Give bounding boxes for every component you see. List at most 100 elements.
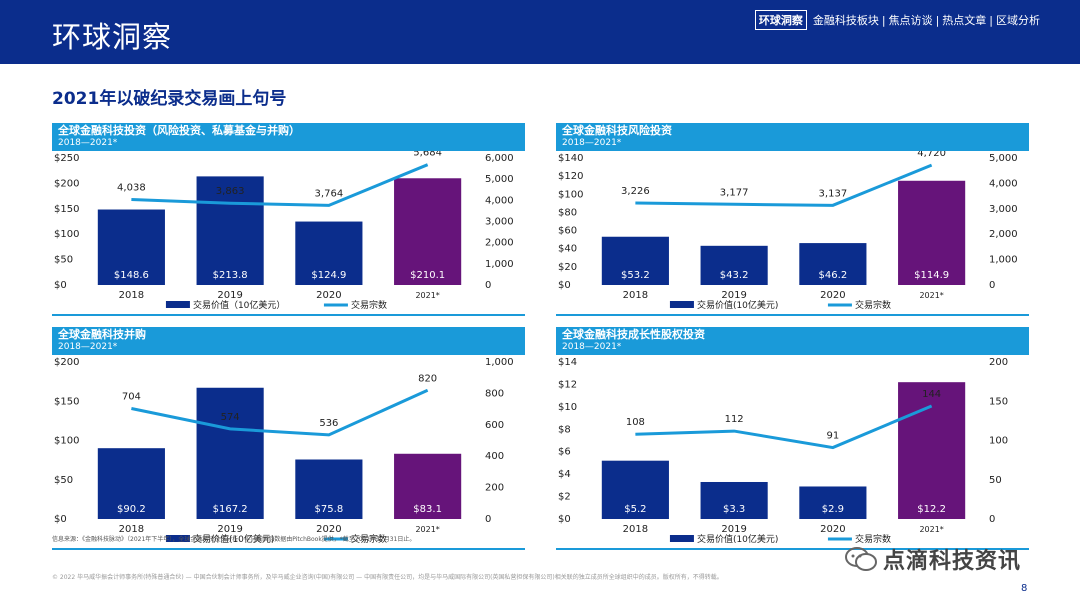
x-tick-label: 2019 [721, 290, 746, 301]
x-tick-label: 2020 [316, 290, 341, 301]
y-left-tick-label: $250 [54, 153, 79, 164]
bar [97, 448, 165, 519]
x-tick-label: 2018 [623, 524, 648, 535]
y-right-tick-label: 100 [989, 436, 1008, 447]
bar-value-label: $90.2 [117, 504, 146, 515]
line-value-label: 91 [827, 431, 840, 442]
nav-item-active[interactable]: 环球洞察 [754, 10, 807, 30]
y-right-tick-label: 150 [989, 396, 1008, 407]
bar [196, 176, 264, 285]
bar [295, 221, 363, 285]
y-left-tick-label: $100 [54, 436, 79, 447]
bar [700, 481, 768, 519]
nav-item-regions[interactable]: 区域分析 [996, 14, 1040, 27]
bar [898, 382, 966, 519]
bar-value-label: $210.1 [410, 270, 445, 281]
y-left-tick-label: $10 [558, 402, 577, 413]
line-value-label: 5,684 [413, 151, 442, 159]
bar-value-label: $53.2 [621, 270, 650, 281]
x-tick-label: 2018 [119, 524, 144, 535]
bar-value-label: $43.2 [720, 270, 749, 281]
legend-line-label: 交易宗数 [855, 299, 891, 311]
nav-item-fintech[interactable]: 金融科技板块 [812, 14, 879, 27]
legend-bar-label: 交易价值(10亿美元) [697, 299, 778, 311]
series-line [635, 404, 933, 450]
y-right-tick-label: 200 [485, 483, 504, 494]
y-left-tick-label: $140 [558, 153, 583, 164]
bar [700, 245, 768, 285]
section-subtitle: 2021年以破纪录交易画上句号 [52, 89, 287, 109]
bar [394, 453, 462, 519]
x-tick-label: 2021* [919, 525, 943, 534]
bar-value-label: $124.9 [311, 270, 346, 281]
bar [601, 460, 669, 519]
chart-range: 2018—2021* [562, 342, 622, 352]
x-tick-label: 2019 [217, 290, 242, 301]
y-left-tick-label: $200 [54, 178, 79, 189]
chart-header: 全球金融科技并购 2018—2021* [52, 327, 525, 355]
chart-title: 全球金融科技成长性股权投资 [562, 328, 705, 341]
x-tick-label: 2021* [415, 525, 439, 534]
legend-bar-label: 交易价值(10亿美元) [193, 533, 274, 545]
y-right-tick-label: 5,000 [485, 174, 514, 185]
bar-value-label: $83.1 [413, 504, 442, 515]
y-right-tick-label: 600 [485, 420, 504, 431]
y-right-tick-label: 1,000 [989, 255, 1018, 266]
line-value-label: 3,863 [216, 186, 245, 197]
y-left-tick-label: $8 [558, 424, 571, 435]
nav-separator: | [881, 13, 886, 27]
legend-bar-swatch [165, 301, 190, 308]
page-title: 环球洞察 [52, 20, 173, 54]
y-right-tick-label: 400 [485, 451, 504, 462]
bar [295, 459, 363, 519]
legend-bar-label: 交易价值(10亿美元) [697, 533, 778, 545]
line-value-label: 4,720 [917, 151, 946, 159]
chart-m-and-a: $0 $50 $100 $150 $200 0 200 400 600 800 1,000 $90.2… [54, 357, 514, 545]
chart-title: 全球金融科技风险投资 [562, 124, 672, 137]
y-left-tick-label: $200 [54, 357, 79, 368]
bar-value-label: $213.8 [213, 270, 248, 281]
legend-bar-swatch [669, 535, 694, 542]
y-right-tick-label: 200 [989, 357, 1008, 368]
line-value-label: 3,177 [720, 187, 749, 198]
legend-line-label: 交易宗数 [351, 533, 387, 545]
x-tick-label: 2018 [623, 290, 648, 301]
bar-value-label: $12.2 [917, 504, 946, 515]
y-left-tick-label: $80 [558, 207, 577, 218]
y-left-tick-label: $150 [54, 204, 79, 215]
bar-value-label: $5.2 [624, 504, 646, 515]
chart-range: 2018—2021* [58, 342, 118, 352]
x-tick-label: 2020 [316, 524, 341, 535]
bar [601, 236, 669, 285]
page-number: 8 [1021, 583, 1028, 594]
nav-item-articles[interactable]: 热点文章 [942, 14, 987, 27]
line-value-label: 3,137 [819, 188, 848, 199]
y-left-tick-label: $50 [54, 475, 73, 486]
line-value-label: 144 [922, 389, 941, 400]
y-left-tick-label: $12 [558, 379, 577, 390]
nav-separator: | [989, 13, 993, 27]
x-tick-label: 2020 [820, 290, 845, 301]
y-left-tick-label: $40 [558, 244, 577, 255]
y-right-tick-label: 6,000 [485, 153, 514, 164]
bar [799, 486, 867, 519]
bar-value-label: $46.2 [819, 270, 848, 281]
nav-item-interviews[interactable]: 焦点访谈 [888, 14, 933, 27]
legend-line-label: 交易宗数 [351, 299, 387, 311]
line-value-label: 112 [725, 414, 744, 425]
y-right-tick-label: 1,000 [485, 259, 514, 270]
series-line [131, 163, 429, 207]
x-tick-label: 2018 [119, 290, 144, 301]
bar-value-label: $2.9 [822, 504, 844, 515]
bar [898, 180, 966, 285]
chart-panel-growth: 全球金融科技成长性股权投资 2018—2021* $0 $2 $4 $6 $8 $10 $1… [556, 327, 1029, 550]
bar-value-label: $3.3 [723, 504, 745, 515]
chart-header: 全球金融科技投资（风险投资、私募基金与并购） 2018—2021* [52, 123, 525, 151]
line-value-label: 536 [319, 418, 338, 429]
x-tick-label: 2019 [217, 524, 242, 535]
y-left-tick-label: $0 [558, 514, 571, 525]
line-value-label: 4,038 [117, 183, 146, 194]
bar-value-label: $75.8 [315, 504, 344, 515]
chart-panel-vc: 全球金融科技风险投资 2018—2021* $0 $20 $40 $60 $80 $100… [556, 123, 1029, 316]
y-right-tick-label: 0 [485, 280, 491, 291]
